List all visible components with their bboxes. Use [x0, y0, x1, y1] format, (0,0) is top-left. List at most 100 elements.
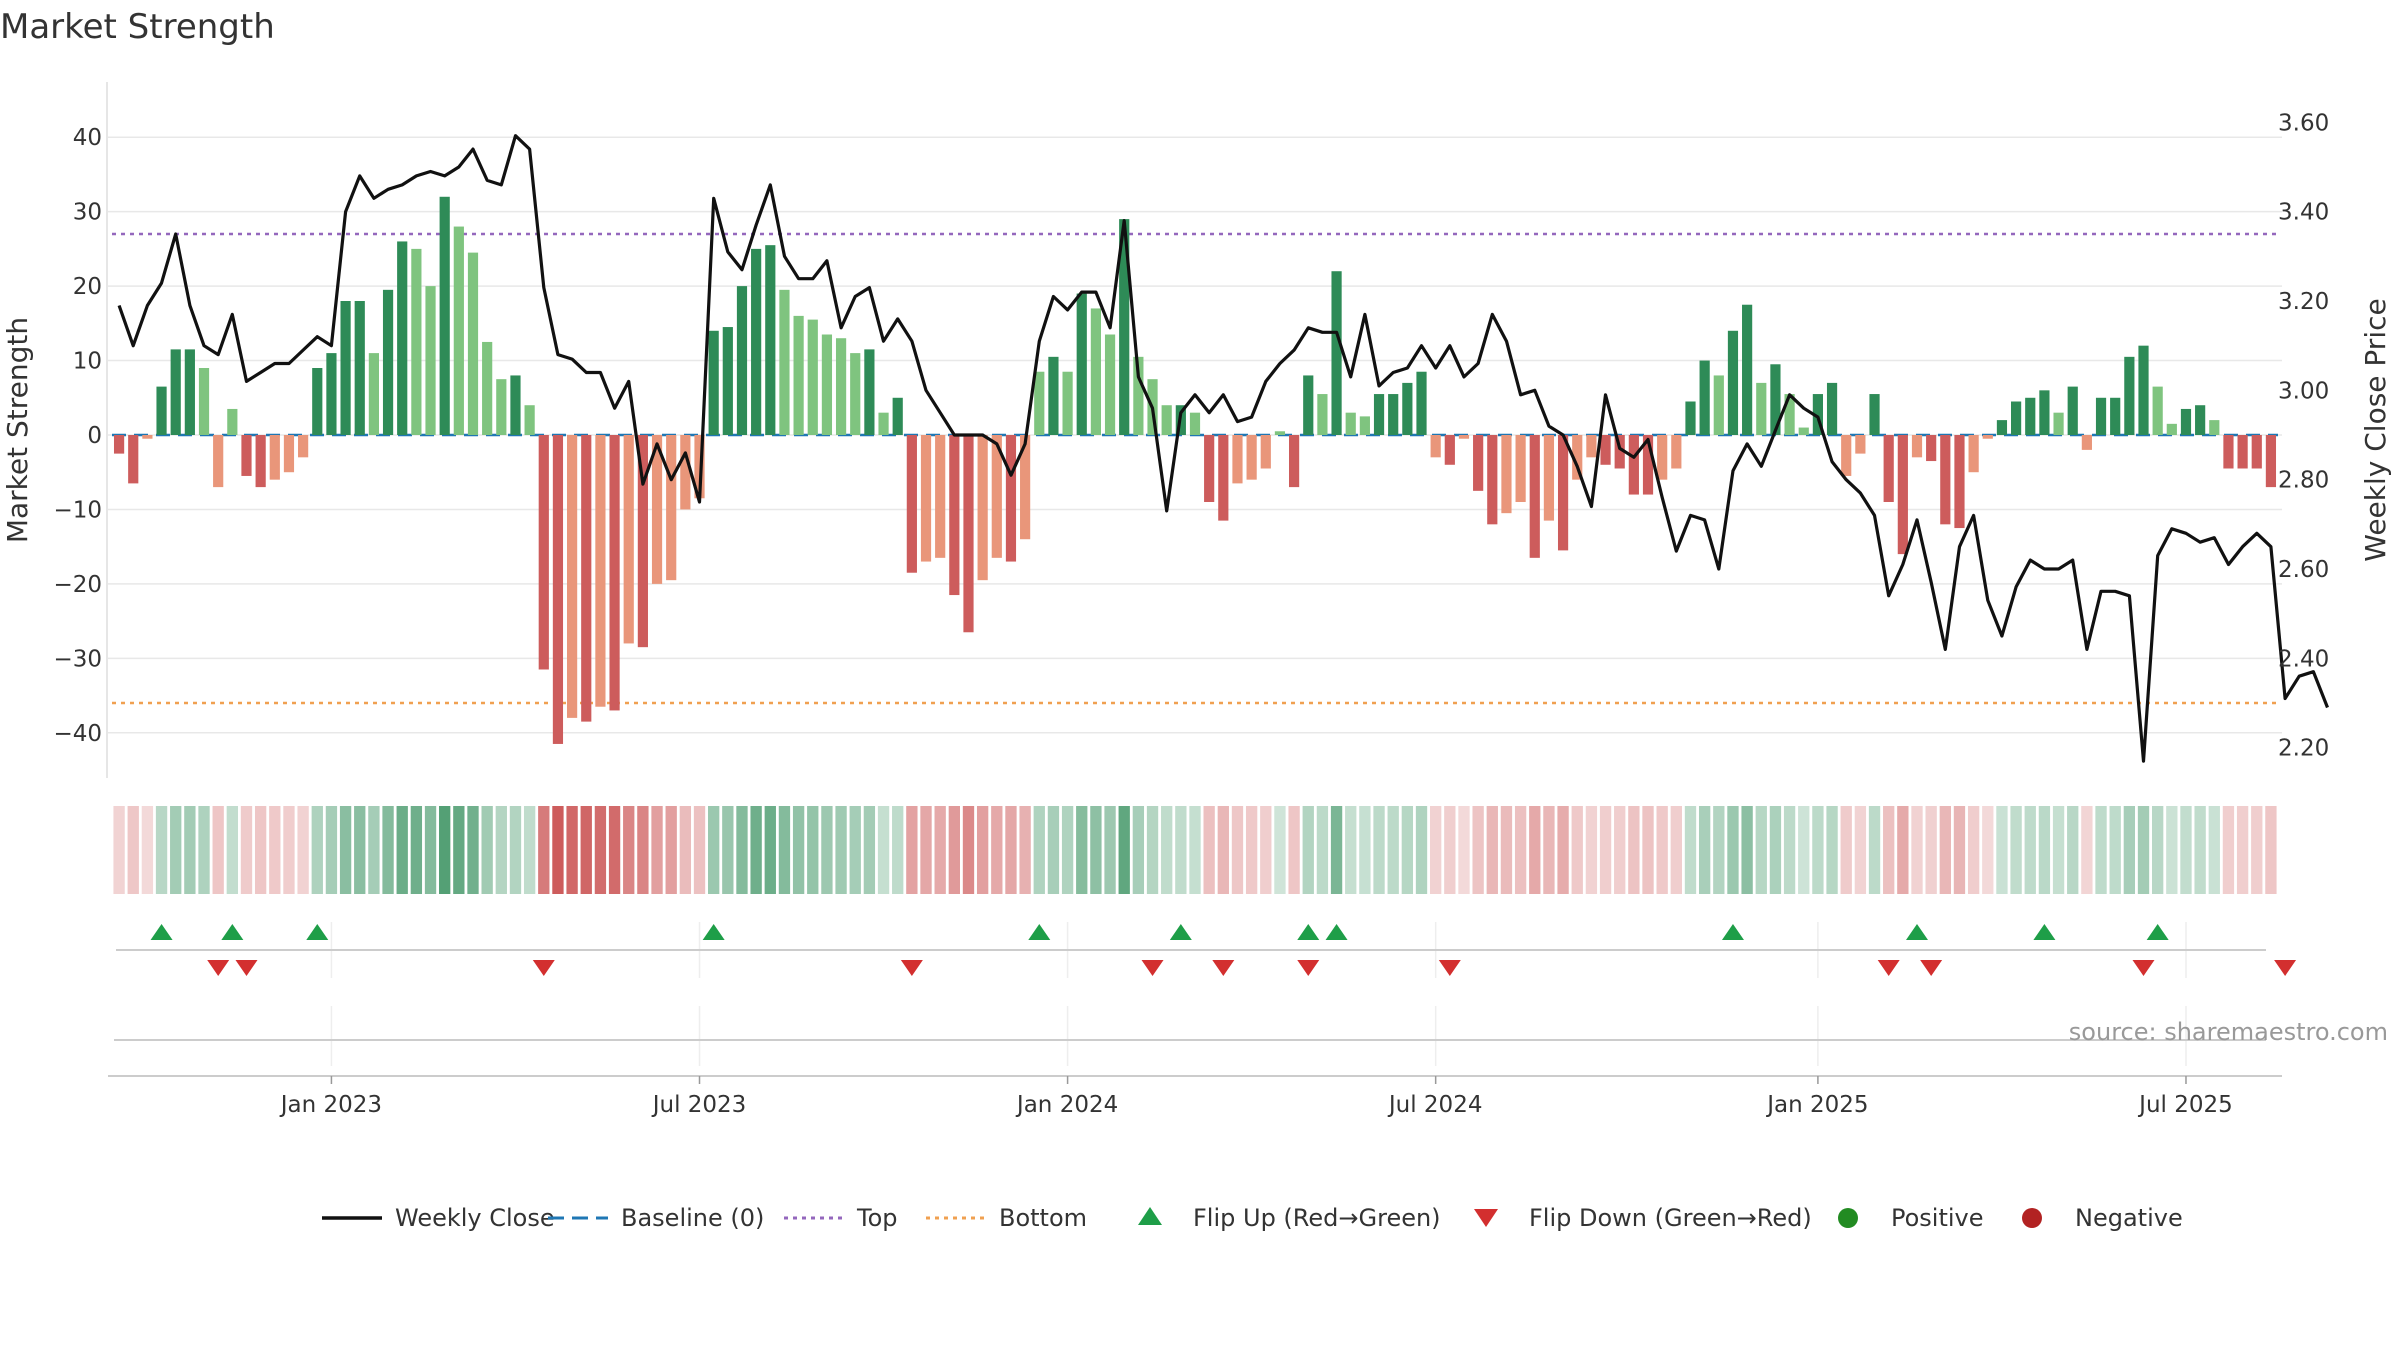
- band-cell: [1415, 806, 1428, 894]
- strength-bar: [1062, 371, 1073, 435]
- legend-item: Bottom: [926, 1204, 1087, 1232]
- strength-bars: [113, 196, 2277, 744]
- strength-bar: [1869, 394, 1880, 435]
- band-cell: [2067, 806, 2079, 894]
- band-cell: [339, 806, 352, 894]
- legend-item: Flip Down (Green→Red): [1474, 1204, 1812, 1232]
- band-cell: [708, 806, 720, 894]
- legend-label: Weekly Close: [395, 1204, 555, 1232]
- strength-bar: [1713, 375, 1724, 435]
- band-cell: [1656, 806, 1668, 894]
- flip-up-marker: [150, 924, 173, 940]
- band-cell: [1557, 806, 1569, 894]
- strength-bar: [354, 301, 365, 435]
- strength-bar: [340, 301, 351, 435]
- band-cell: [1217, 806, 1229, 894]
- strength-bar: [2025, 397, 2036, 435]
- y-right-tick-label: 3.40: [2278, 200, 2329, 226]
- band-cell: [2024, 806, 2036, 894]
- strength-bar: [1954, 435, 1965, 529]
- y-left-tick-label: −30: [53, 646, 102, 672]
- strength-bar: [793, 315, 804, 435]
- band-cell: [892, 806, 904, 894]
- band-cell: [1500, 806, 1513, 894]
- strength-bar: [751, 248, 762, 435]
- band-cell: [495, 806, 507, 894]
- legend-label: Flip Up (Red→Green): [1193, 1204, 1441, 1232]
- legend-item: Flip Up (Red→Green): [1138, 1204, 1441, 1232]
- band-cell: [1585, 806, 1598, 894]
- strength-bar: [864, 349, 875, 435]
- x-tick-label: Jan 2025: [1765, 1092, 1868, 1118]
- strength-bar: [2110, 397, 2121, 435]
- x-tick-label: Jul 2023: [651, 1092, 747, 1118]
- band-cell: [821, 806, 833, 894]
- flip-down-marker: [1920, 960, 1943, 976]
- band-cell: [1911, 806, 1923, 894]
- band-cell: [184, 806, 196, 894]
- band-cell: [1798, 806, 1810, 894]
- strength-bar: [1104, 334, 1116, 435]
- legend-item: Top: [784, 1204, 898, 1232]
- strength-bar: [2011, 401, 2022, 435]
- band-cell: [1203, 806, 1215, 894]
- band-cell: [1755, 806, 1767, 894]
- band-cell: [368, 806, 380, 894]
- strength-bar: [991, 435, 1002, 558]
- band-cell: [297, 806, 309, 894]
- flip-up-marker: [221, 924, 244, 940]
- strength-bar: [1416, 371, 1427, 435]
- strength-bar: [920, 435, 932, 562]
- band-cell: [566, 806, 578, 894]
- band-cell: [509, 806, 522, 894]
- flip-up-marker: [1721, 924, 1744, 940]
- band-cell: [2194, 806, 2206, 894]
- left-axis: 40 30 20 10 0 −10 −20 −30 −40: [53, 82, 108, 778]
- y-left-tick-label: −20: [53, 572, 102, 598]
- band-cell: [311, 806, 323, 894]
- strength-bar: [1034, 371, 1045, 435]
- band-cell: [155, 806, 168, 894]
- band-cell: [141, 806, 154, 894]
- flip-down-marker: [2132, 960, 2155, 976]
- strength-bar: [977, 435, 988, 581]
- band-cell: [170, 806, 182, 894]
- band-cell: [2137, 806, 2150, 894]
- strength-bar: [807, 319, 818, 435]
- strength-bar: [1642, 435, 1654, 495]
- strength-bar: [2180, 408, 2192, 435]
- right-axis: 3.60 3.40 3.20 3.00 2.80 2.60 2.40 2.20: [2278, 110, 2329, 761]
- band-cell: [1132, 806, 1145, 894]
- band-cell: [1231, 806, 1244, 894]
- band-cell: [651, 806, 663, 894]
- band-cell: [1628, 806, 1640, 894]
- band-cell: [1345, 806, 1357, 894]
- band-cell: [439, 806, 451, 894]
- y-left-tick-label: −10: [53, 497, 102, 523]
- x-tick-label: Jan 2024: [1015, 1092, 1118, 1118]
- flip-down-marker: [2274, 960, 2297, 976]
- strength-bar: [1798, 427, 1809, 435]
- band-cell: [1288, 806, 1300, 894]
- strength-bar: [1699, 360, 1710, 435]
- band-cell: [750, 806, 762, 894]
- strength-bar: [368, 353, 379, 435]
- band-cell: [623, 806, 635, 894]
- y-left-tick-label: 10: [73, 349, 102, 375]
- band-cell: [1727, 806, 1739, 894]
- flip-up-marker: [306, 924, 329, 940]
- strength-bar: [425, 286, 436, 435]
- strength-bar: [128, 435, 139, 484]
- strength-bar: [2237, 435, 2248, 469]
- strength-bar: [1303, 375, 1314, 435]
- strength-bar: [1600, 435, 1611, 465]
- band-cell: [453, 806, 465, 894]
- strength-bar: [935, 435, 946, 558]
- band-cell: [2095, 806, 2107, 894]
- strength-bar: [439, 196, 450, 435]
- band-cell: [920, 806, 932, 894]
- strength-bar: [2067, 386, 2078, 435]
- strength-bar: [1345, 412, 1356, 435]
- band-cell: [1925, 806, 1937, 894]
